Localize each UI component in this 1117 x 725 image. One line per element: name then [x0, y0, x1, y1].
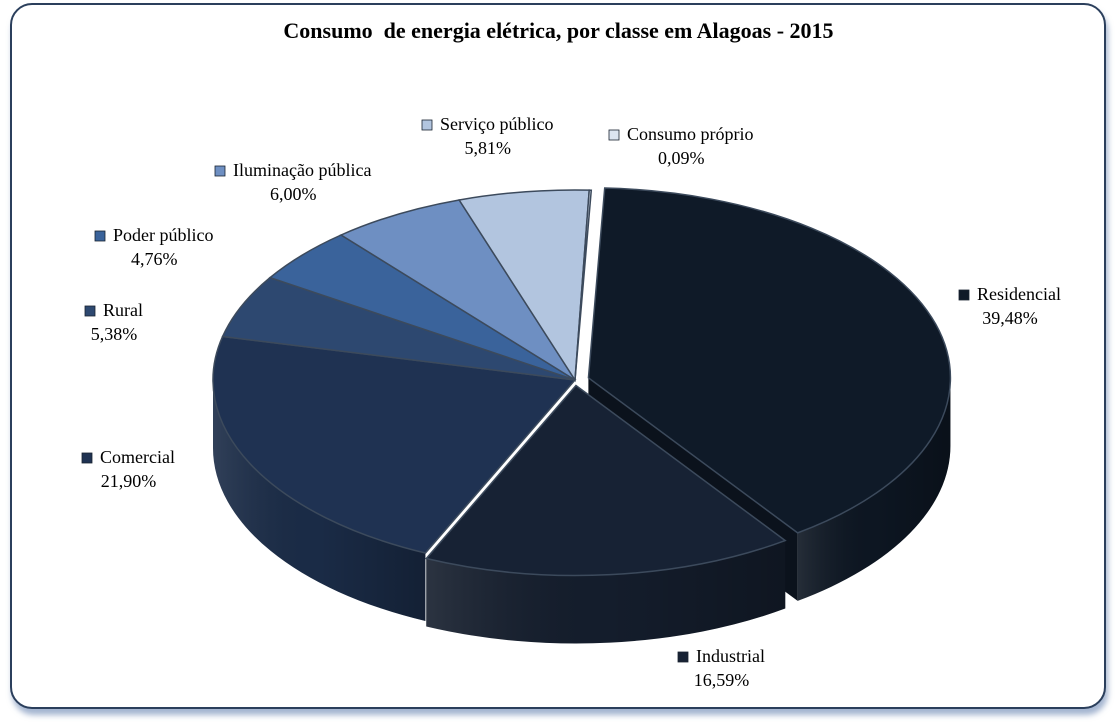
slice-label-name: Consumo próprio: [627, 124, 754, 144]
slice-label-name: Serviço público: [440, 114, 553, 134]
legend-marker: [81, 452, 93, 464]
pie-slice-side-shading: [797, 377, 951, 601]
pie-slice-industrial: [424, 384, 787, 577]
slice-label-name: Iluminação pública: [233, 160, 371, 180]
pie-slice-iluminação-pública: [339, 199, 576, 381]
legend-marker: [677, 651, 689, 663]
slice-label-value: 5,38%: [91, 324, 138, 344]
slice-label-name: Residencial: [977, 284, 1061, 304]
pie-slice-consumo-próprio: [574, 189, 593, 381]
slice-label-value: 39,48%: [982, 308, 1038, 328]
slice-label-value: 21,90%: [101, 471, 157, 491]
legend-marker: [958, 289, 970, 301]
slice-label-name: Comercial: [100, 447, 175, 467]
legend-marker: [608, 129, 620, 141]
pie-slice-residencial: [587, 187, 952, 534]
legend-marker: [94, 230, 106, 242]
slice-label-name: Poder público: [113, 225, 214, 245]
slice-label-name: Industrial: [696, 646, 765, 666]
pie-slice-side-shading: [213, 380, 426, 622]
legend-marker: [214, 165, 226, 177]
legend-marker: [84, 305, 96, 317]
legend-marker: [421, 119, 433, 131]
pie-slice-serviço-público: [457, 189, 591, 383]
pie-slice-comercial: [212, 335, 577, 554]
slice-label-value: 0,09%: [658, 148, 705, 168]
slice-label-value: 5,81%: [464, 138, 511, 158]
slice-label-name: Rural: [103, 300, 143, 320]
chart-title: Consumo de energia elétrica, por classe …: [283, 18, 834, 43]
slice-label-value: 16,59%: [694, 670, 750, 690]
slice-label-value: 4,76%: [131, 249, 178, 269]
slice-label-value: 6,00%: [270, 184, 317, 204]
pie-slice-side-shading: [426, 540, 786, 644]
